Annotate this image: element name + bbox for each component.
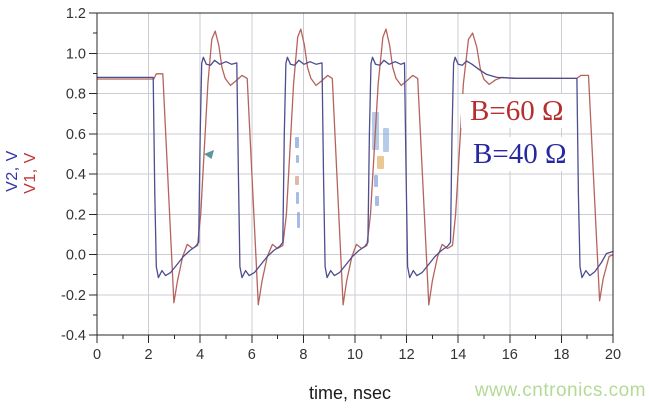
y-tick-label: 0.0 [66, 248, 86, 264]
y-tick-label: -0.4 [61, 328, 86, 344]
artifact-mark [296, 155, 299, 163]
y-tick-label: 0.8 [66, 87, 86, 103]
legend-b60-label: B=60 Ω [461, 94, 573, 129]
y-tick-label: 0.6 [66, 127, 86, 143]
y-tick-label: 1.2 [66, 6, 86, 22]
watermark-text: www.cntronics.com [474, 380, 646, 401]
x-tick-label: 4 [196, 347, 204, 363]
x-tick-label: 10 [347, 347, 363, 363]
artifact-mark [383, 128, 389, 152]
x-tick-label: 0 [93, 347, 101, 363]
artifact-mark [296, 192, 299, 204]
x-tick-label: 8 [299, 347, 307, 363]
artifact-mark [374, 175, 378, 187]
y-axis-label-v1: V1, V [22, 152, 39, 194]
y-tick-label: 1.0 [66, 46, 86, 62]
artifact-mark [295, 176, 299, 185]
x-tick-label: 14 [450, 347, 466, 363]
artifact-mark [377, 156, 384, 169]
x-tick-label: 6 [248, 347, 256, 363]
v1-waveform [96, 28, 614, 306]
x-tick-label: 12 [399, 347, 415, 363]
y-axis-label-v2: V2, V [4, 150, 21, 192]
x-tick-label: 18 [553, 347, 569, 363]
artifact-mark [295, 137, 299, 148]
y-tick-label: 0.2 [66, 207, 86, 223]
artifact-mark [204, 150, 214, 159]
x-axis-label: time, nsec [308, 383, 392, 403]
artifact-mark [297, 212, 300, 228]
artifact-mark [375, 196, 379, 206]
x-tick-label: 2 [145, 347, 153, 363]
y-tick-label: 0.4 [66, 167, 86, 183]
x-tick-label: 20 [605, 347, 621, 363]
y-tick-label: -0.2 [61, 288, 86, 304]
legend-b40-label: B=40 Ω [464, 137, 576, 172]
v2-waveform [96, 56, 614, 279]
x-tick-label: 16 [502, 347, 518, 363]
